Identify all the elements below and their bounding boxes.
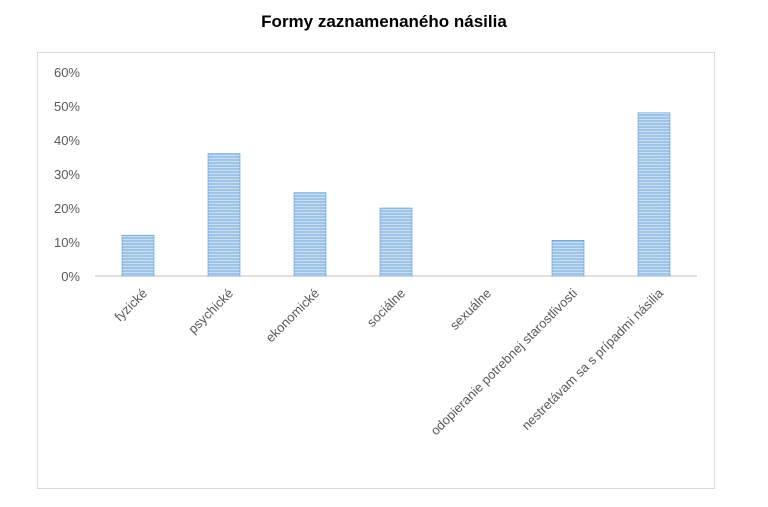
y-tick-label: 60%	[54, 65, 80, 80]
x-tick-label: sociálne	[364, 286, 408, 330]
x-tick-label: psychické	[185, 286, 236, 337]
bar	[379, 207, 413, 277]
x-tick-label: nestretávam sa s prípadmi násilia	[519, 285, 667, 433]
y-tick-label: 10%	[54, 235, 80, 250]
y-axis: 0% 10% 20% 30% 40% 50% 60%	[54, 65, 80, 284]
x-axis: fyzické psychické ekonomické sociálne sexuál…	[111, 285, 666, 438]
x-tick-label: fyzické	[111, 286, 150, 325]
chart-title: Formy zaznamenaného násilia	[261, 12, 507, 31]
x-tick-label: ekonomické	[262, 286, 322, 346]
y-tick-label: 0%	[61, 269, 80, 284]
x-tick-label: sexuálne	[447, 286, 494, 333]
y-tick-label: 50%	[54, 99, 80, 114]
y-tick-label: 20%	[54, 201, 80, 216]
x-tick-label: odopieranie potrebnej starostlivosti	[427, 285, 580, 438]
bar	[207, 153, 241, 277]
bar	[121, 234, 155, 277]
bar	[551, 240, 585, 277]
y-tick-label: 30%	[54, 167, 80, 182]
bars	[121, 112, 671, 277]
y-tick-label: 40%	[54, 133, 80, 148]
chart-frame	[37, 52, 715, 489]
bar	[293, 192, 327, 277]
bar	[637, 112, 671, 277]
